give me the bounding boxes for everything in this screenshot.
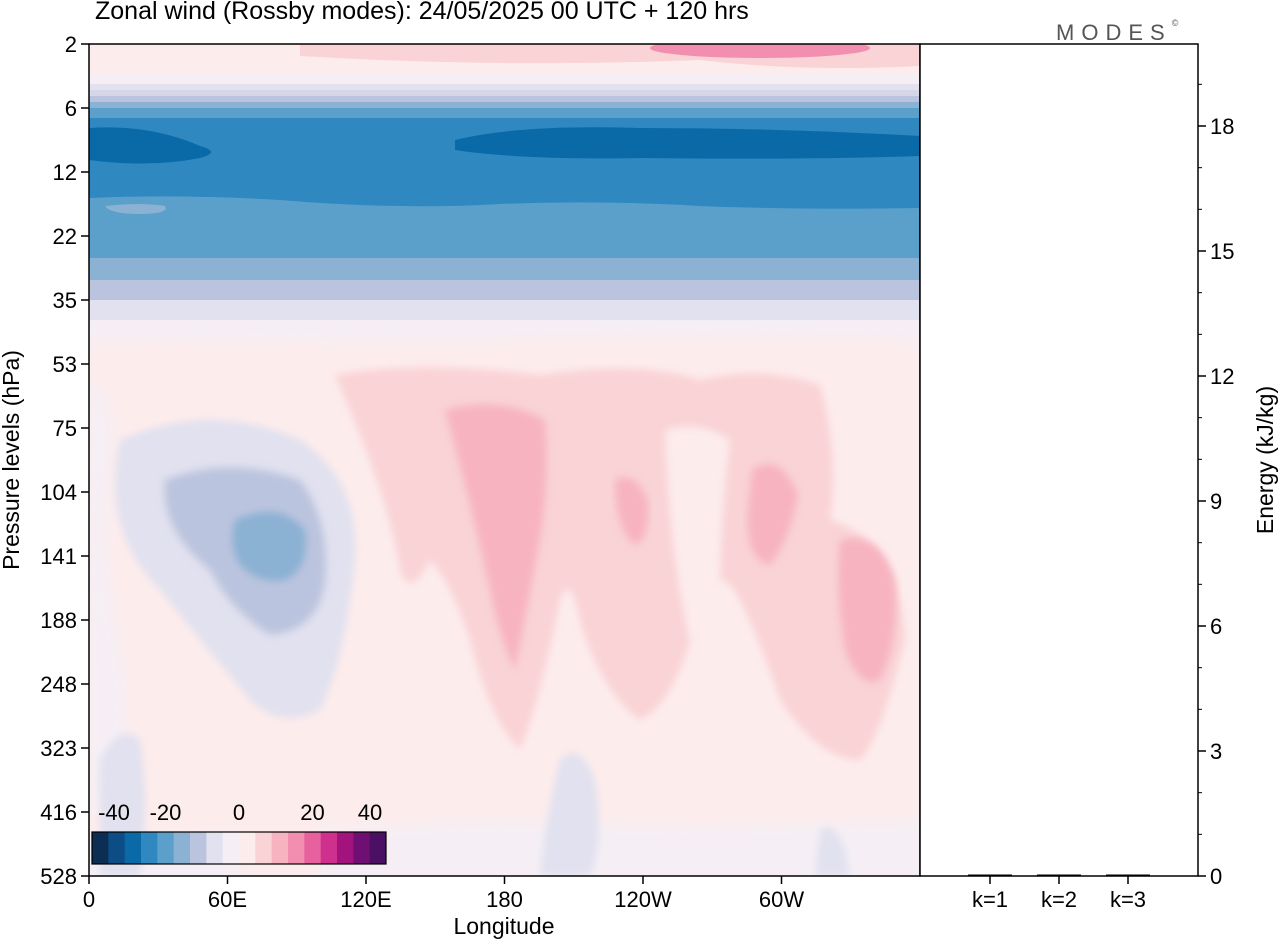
x-tick-label: 60W (759, 887, 804, 912)
colorbar-tick-label: 40 (358, 800, 382, 825)
energy-axis: 0 3 6 9 12 15 18 (1198, 83, 1234, 889)
colorbar-swatch (337, 832, 354, 864)
y-tick-label: 6 (65, 96, 77, 121)
colorbar-tick-label: 0 (233, 800, 245, 825)
x-tick-label: 180 (486, 887, 523, 912)
y-axis-label: Pressure levels (hPa) (0, 350, 24, 570)
y-tick-label: 12 (53, 160, 77, 185)
energy-bar-k=1 (968, 874, 1012, 876)
colorbar-swatch (271, 832, 289, 864)
colorbar-swatch (369, 832, 387, 864)
modes-logo-text: MODES (1056, 20, 1172, 45)
colorbar-swatch (320, 832, 338, 864)
energy-bars: k=1 k=2 k=3 (968, 874, 1150, 912)
x-tick-label: 0 (83, 887, 95, 912)
colorbar-swatch (255, 832, 273, 864)
colorbar-swatch (353, 832, 371, 864)
y-tick-label: 22 (53, 224, 77, 249)
y-tick-label: 104 (40, 480, 77, 505)
colorbar-swatch (157, 832, 175, 864)
energy-bar-k=3 (1106, 874, 1150, 876)
energy-tick-label: 6 (1210, 614, 1222, 639)
x-tick-label: 120W (614, 887, 672, 912)
longitude-axis: 0 60E 120E 180 120W 60W (83, 876, 804, 912)
colorbar-swatch (108, 832, 126, 864)
colorbar-swatch (173, 832, 191, 864)
modes-logo-mark: © (1171, 18, 1179, 28)
colorbar-tick-label: 20 (300, 800, 324, 825)
colorbar-tick-label: -20 (150, 800, 182, 825)
energy-tick-label: 15 (1210, 239, 1234, 264)
energy-tick-label: 12 (1210, 364, 1234, 389)
chart-title: Zonal wind (Rossby modes): 24/05/2025 00… (95, 0, 749, 25)
colorbar-swatch (288, 832, 305, 864)
colorbar-swatch (190, 832, 207, 864)
x-tick-label: 120E (340, 887, 391, 912)
x-tick-label: 60E (208, 887, 247, 912)
y-tick-label: 141 (40, 544, 77, 569)
pressure-axis: 2 6 12 22 35 53 75 104 141 188 248 323 416 528 (40, 32, 89, 889)
energy-tick-label: 0 (1210, 864, 1222, 889)
x-axis-label: Longitude (453, 913, 554, 939)
colorbar-frame (91, 831, 387, 865)
y-tick-label: 528 (40, 864, 77, 889)
y-tick-label: 323 (40, 736, 77, 761)
energy-tick-label: 9 (1210, 489, 1222, 514)
colorbar-swatch (239, 832, 256, 864)
colorbar-swatch (206, 832, 224, 864)
energy-category-label: k=3 (1110, 887, 1146, 912)
y-tick-label: 416 (40, 800, 77, 825)
y-tick-label: 53 (53, 352, 77, 377)
band-2hpa-max (650, 44, 870, 58)
colorbar-swatch (304, 832, 322, 864)
colorbar-swatch (92, 832, 109, 864)
y-tick-label: 188 (40, 608, 77, 633)
heatmap-field (89, 44, 920, 876)
energy-axis-label: Energy (kJ/kg) (1252, 386, 1278, 534)
energy-tick-label: 3 (1210, 739, 1222, 764)
y-tick-label: 248 (40, 672, 77, 697)
energy-panel-frame (919, 43, 1199, 877)
colorbar: -40 -20 0 20 40 (91, 800, 387, 865)
modes-logo: MODES© (1056, 18, 1179, 46)
colorbar-swatch (222, 832, 240, 864)
y-tick-label: 35 (53, 288, 77, 313)
energy-tick-label: 18 (1210, 114, 1234, 139)
energy-category-label: k=1 (972, 887, 1008, 912)
energy-bar-k=2 (1037, 874, 1081, 876)
colorbar-swatch (141, 832, 158, 864)
y-tick-label: 2 (65, 32, 77, 57)
colorbar-tick-label: -40 (98, 800, 130, 825)
y-tick-label: 75 (53, 416, 77, 441)
colorbar-swatch (124, 832, 142, 864)
energy-category-label: k=2 (1041, 887, 1077, 912)
